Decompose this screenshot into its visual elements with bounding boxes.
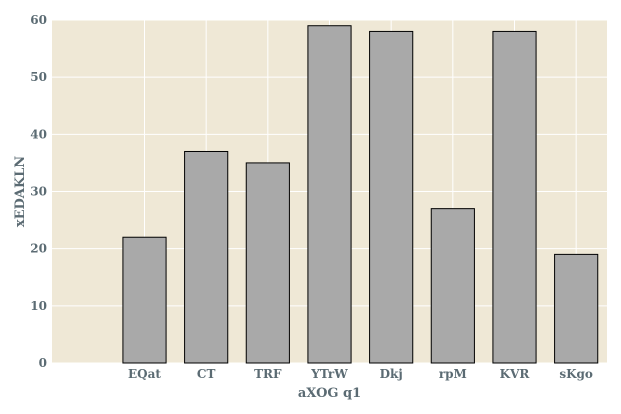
y-tick-label: 50 <box>30 70 47 84</box>
x-tick-label: EQat <box>128 367 161 381</box>
bar-Dkj <box>369 30 414 364</box>
bar-EQat <box>122 236 167 364</box>
y-tick-label: 30 <box>30 185 47 199</box>
x-axis-ticks: EQat CT TRF YTrW Dkj rpM KVR sKgo <box>128 367 593 381</box>
x-tick-label: CT <box>197 367 216 381</box>
x-axis-title: aXOG q1 <box>298 386 361 401</box>
x-tick-label: rpM <box>439 367 467 381</box>
bar-YTrW <box>307 25 352 364</box>
y-axis-ticks: 0 10 20 30 40 50 60 <box>30 13 47 370</box>
bars <box>122 25 599 364</box>
y-tick-label: 20 <box>30 242 47 256</box>
bar-rpM <box>430 208 475 364</box>
y-tick-label: 40 <box>30 127 47 141</box>
x-tick-label: Dkj <box>380 367 403 381</box>
y-axis-title: xEDAKLN <box>13 156 28 227</box>
x-tick-label: sKgo <box>559 367 593 381</box>
bar-TRF <box>245 162 290 364</box>
x-tick-label: TRF <box>254 367 282 381</box>
bar-KVR <box>492 30 537 364</box>
y-tick-label: 0 <box>39 356 47 370</box>
x-tick-label: YTrW <box>310 367 348 381</box>
y-tick-label: 60 <box>30 13 47 27</box>
bar-sKgo <box>554 253 599 364</box>
bar-CT <box>184 150 229 364</box>
x-tick-label: KVR <box>500 367 531 381</box>
y-tick-label: 10 <box>30 299 47 313</box>
